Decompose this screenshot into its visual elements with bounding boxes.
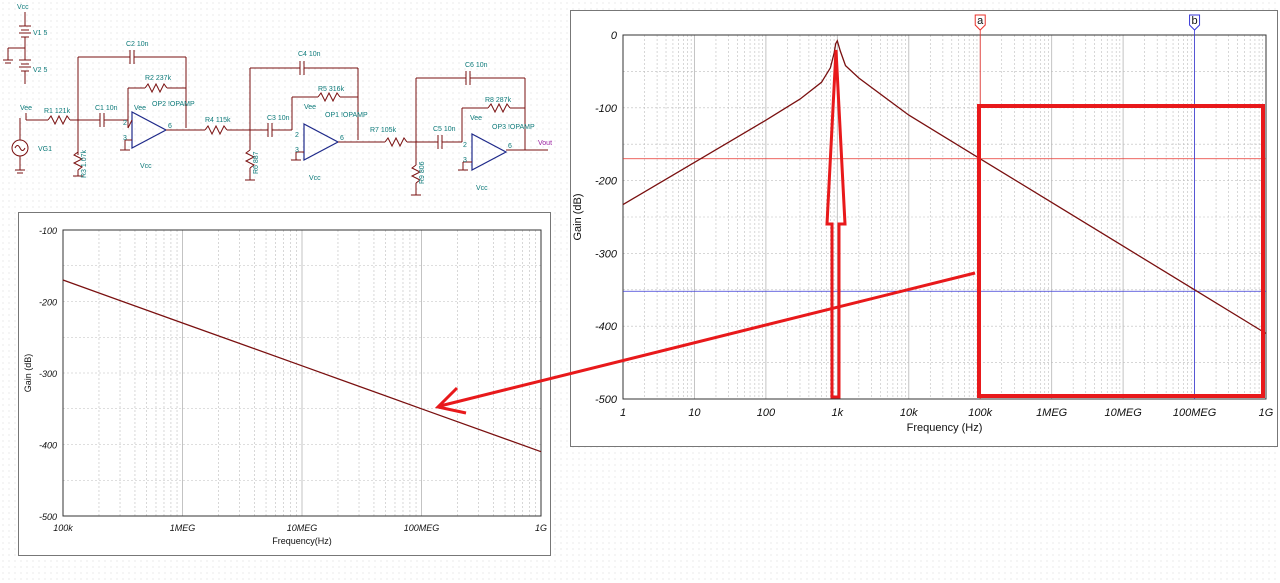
x-tick-label: 100: [757, 407, 776, 419]
cursor-b-label: b: [1191, 15, 1197, 27]
op1-pin-6: 6: [340, 135, 344, 142]
r4-label: R4 115k: [205, 117, 231, 124]
y-tick-label: -500: [595, 394, 618, 406]
x-axis-label: Frequency(Hz): [272, 536, 332, 546]
op1-label: OP1 !OPAMP: [325, 112, 368, 119]
y-axis-label: Gain (dB): [23, 354, 33, 393]
y-tick-label: -200: [39, 298, 57, 308]
v1-label: V1 5: [33, 30, 48, 37]
y-tick-label: -500: [39, 512, 57, 522]
zoom-plot-panel: -100 -200 -300 -400 -500 100k 1MEG 10MEG 100MEG 1…: [18, 212, 551, 556]
r9-label: R9 806: [419, 161, 426, 184]
op2-vee: Vee: [134, 105, 146, 112]
op1-vee: Vee: [304, 104, 316, 111]
x-tick-label: 1G: [535, 523, 547, 533]
c2-label: C2 10n: [126, 41, 149, 48]
y-axis-label: Gain (dB): [572, 193, 584, 240]
y-tick-label: -100: [39, 226, 57, 236]
x-tick-label: 10MEG: [1104, 407, 1142, 419]
vcc-label: Vcc: [17, 4, 29, 11]
x-tick-label: 100k: [968, 407, 992, 419]
y-tick-label: -300: [595, 248, 618, 260]
op3-pin-3: 3: [463, 157, 467, 164]
c3-label: C3 10n: [267, 115, 290, 122]
y-tick-label: 0: [611, 30, 618, 42]
op2-pin-2: 2: [123, 120, 127, 127]
c4-label: C4 10n: [298, 51, 321, 58]
op3-pin-6: 6: [508, 143, 512, 150]
op2-vcc: Vcc: [140, 163, 152, 170]
x-tick-label: 100MEG: [404, 523, 440, 533]
y-tick-label: -300: [39, 369, 57, 379]
r2-label: R2 237k: [145, 75, 172, 82]
c1-label: C1 10n: [95, 105, 118, 112]
c5-label: C5 10n: [433, 126, 456, 133]
op2-pin-6: 6: [168, 123, 172, 130]
grid: [62, 229, 541, 517]
v2-label: V2 5: [33, 67, 48, 74]
cursor-a-label: a: [977, 15, 984, 27]
op2-pin-3: 3: [123, 135, 127, 142]
gain-trace: [62, 279, 542, 453]
cursor-a-flag[interactable]: [974, 14, 986, 31]
r7-label: R7 105k: [370, 127, 397, 134]
r8-label: R8 287k: [485, 97, 512, 104]
x-tick-label: 10k: [900, 407, 918, 419]
x-tick-label: 1G: [1259, 407, 1274, 419]
main-plot-panel: 0 -100 -200 -300 -400 -500 1 10 100 1k 10k 100k 1MEG…: [570, 10, 1278, 447]
op1-pin-2: 2: [295, 132, 299, 139]
x-tick-label: 10: [688, 407, 701, 419]
r6-label: R6 887: [253, 151, 260, 174]
x-tick-label: 1: [620, 407, 626, 419]
x-tick-label: 10MEG: [287, 523, 318, 533]
circuit-schematic: Vcc V1 5 V2 5 Vee VG1 R1 121k R3 1.07k C…: [3, 4, 552, 196]
r1-label: R1 121k: [44, 108, 71, 115]
vout-label: Vout: [538, 140, 552, 147]
y-tick-label: -400: [39, 441, 57, 451]
grid: [622, 34, 1266, 400]
vg1-label: VG1: [38, 146, 52, 153]
r3-label: R3 1.07k: [81, 149, 88, 178]
vee-label: Vee: [20, 105, 32, 112]
op1-vcc: Vcc: [309, 175, 321, 182]
x-tick-label: 100MEG: [1173, 407, 1217, 419]
x-tick-label: 100k: [53, 523, 73, 533]
c6-label: C6 10n: [465, 62, 488, 69]
y-tick-label: -200: [595, 176, 618, 188]
op2-label: OP2 !OPAMP: [152, 101, 195, 108]
op3-vcc: Vcc: [476, 185, 488, 192]
op3-pin-2: 2: [463, 142, 467, 149]
r5-label: R5 316k: [318, 86, 345, 93]
cursor-b-flag[interactable]: [1189, 14, 1201, 31]
x-axis-label: Frequency (Hz): [907, 422, 983, 434]
y-tick-label: -400: [595, 321, 618, 333]
op1-pin-3: 3: [295, 147, 299, 154]
op3-label: OP3 !OPAMP: [492, 124, 535, 131]
x-tick-label: 1MEG: [1036, 407, 1068, 419]
x-tick-label: 1k: [832, 407, 844, 419]
op3-vee: Vee: [470, 115, 482, 122]
x-tick-label: 1MEG: [170, 523, 196, 533]
y-tick-label: -100: [595, 103, 618, 115]
